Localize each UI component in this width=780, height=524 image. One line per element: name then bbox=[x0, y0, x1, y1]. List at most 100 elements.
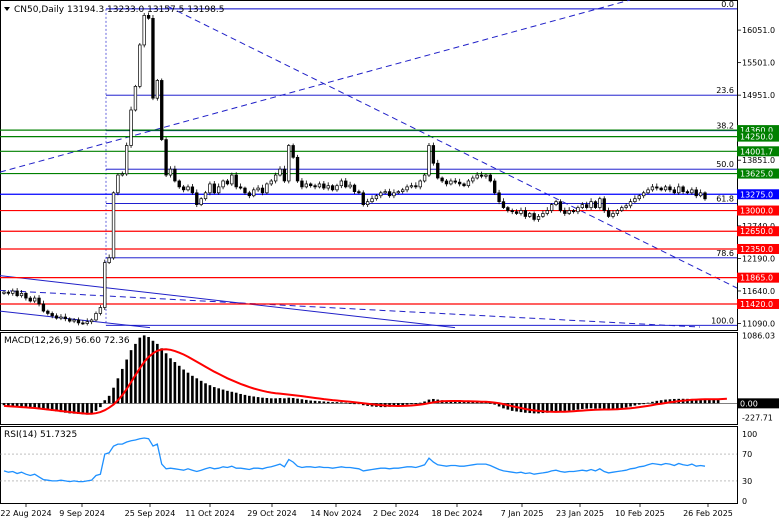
macd-histogram-bar bbox=[712, 399, 716, 404]
candle-body bbox=[41, 303, 46, 312]
candle-body bbox=[339, 180, 344, 187]
macd-histogram-bar bbox=[585, 403, 589, 409]
candle-body bbox=[125, 145, 129, 175]
level-tag-label: 14360.0 bbox=[740, 126, 773, 135]
candle-body bbox=[365, 201, 370, 205]
macd-histogram-bar bbox=[589, 403, 593, 409]
macd-histogram-bar bbox=[545, 403, 549, 413]
candle-body bbox=[357, 191, 361, 194]
macd-histogram-bar bbox=[33, 403, 36, 409]
level-tag-label: 12350.0 bbox=[740, 245, 773, 254]
candle-body bbox=[190, 186, 195, 194]
macd-histogram-bar bbox=[401, 403, 405, 406]
candle-body bbox=[567, 210, 571, 214]
candle-body bbox=[164, 139, 168, 176]
macd-histogram-bar bbox=[99, 403, 102, 408]
level-tag-bg bbox=[737, 272, 779, 283]
symbol-menu-icon[interactable] bbox=[4, 7, 10, 11]
candle-body bbox=[571, 210, 576, 213]
candle-body bbox=[624, 205, 628, 208]
candle-body bbox=[234, 174, 238, 188]
macd-signal-line bbox=[3, 348, 727, 415]
macd-histogram-bar bbox=[405, 403, 409, 405]
macd-histogram-bar bbox=[423, 401, 426, 404]
candle-body bbox=[11, 290, 15, 294]
level-tag-bg bbox=[737, 125, 779, 136]
date-tick-label: 26 Feb 2025 bbox=[683, 509, 733, 518]
macd-histogram-bar bbox=[142, 335, 146, 404]
candle-body bbox=[282, 168, 287, 182]
candle-body bbox=[344, 180, 348, 188]
candle-body bbox=[212, 183, 216, 194]
macd-histogram-bar bbox=[85, 403, 89, 415]
macd-histogram-bar bbox=[68, 403, 72, 414]
candle-body bbox=[330, 185, 335, 191]
candle-body bbox=[405, 186, 409, 191]
date-tick-label: 29 Oct 2024 bbox=[247, 509, 296, 518]
macd-histogram-bar bbox=[335, 402, 339, 404]
candle-body bbox=[655, 186, 659, 189]
candle-body bbox=[633, 198, 637, 203]
macd-histogram-bar bbox=[480, 402, 483, 404]
macd-histogram-bar bbox=[581, 403, 584, 409]
macd-histogram-bar bbox=[497, 403, 501, 407]
candle-body bbox=[488, 174, 492, 182]
candle-body bbox=[129, 109, 133, 146]
macd-histogram-bar bbox=[94, 403, 98, 411]
candle-body bbox=[641, 192, 646, 197]
macd-histogram-bar bbox=[208, 385, 212, 404]
candle-body bbox=[195, 192, 199, 205]
macd-histogram-bar bbox=[296, 398, 299, 404]
macd-histogram-bar bbox=[475, 402, 479, 404]
candle-body bbox=[457, 181, 462, 185]
rsi-tick-label: 30 bbox=[742, 477, 752, 486]
candle-body bbox=[628, 201, 633, 207]
date-tick-label: 2 Dec 2024 bbox=[373, 509, 419, 518]
macd-histogram-bar bbox=[449, 401, 453, 404]
macd-histogram-bar bbox=[563, 403, 567, 411]
candle-body bbox=[177, 180, 181, 188]
macd-histogram-bar bbox=[265, 398, 269, 404]
candle-body bbox=[243, 187, 247, 194]
macd-histogram-bar bbox=[300, 399, 304, 404]
macd-histogram-bar bbox=[234, 392, 238, 404]
level-tag-bg bbox=[737, 131, 779, 142]
candle-body bbox=[532, 213, 536, 220]
candle-body bbox=[98, 307, 103, 314]
candle-body bbox=[589, 201, 593, 208]
candle-body bbox=[558, 201, 563, 211]
date-tick-label: 23 Jan 2025 bbox=[556, 509, 604, 518]
macd-current-tag bbox=[737, 398, 779, 409]
macd-histogram-bar bbox=[611, 403, 615, 410]
candle-body bbox=[593, 201, 598, 208]
candle-body bbox=[326, 185, 330, 189]
price-tick-label: 12190.0 bbox=[742, 254, 775, 263]
macd-histogram-bar bbox=[453, 401, 457, 404]
candle-body bbox=[107, 257, 111, 263]
level-tag-label: 13000.0 bbox=[740, 207, 773, 216]
candle-body bbox=[186, 186, 190, 191]
macd-histogram-bar bbox=[484, 402, 488, 404]
candle-body bbox=[24, 292, 28, 299]
macd-histogram-bar bbox=[283, 398, 286, 404]
candle-body bbox=[15, 290, 19, 297]
candle-body bbox=[646, 189, 650, 194]
candle-body bbox=[396, 191, 400, 194]
candle-body bbox=[28, 297, 32, 302]
macd-histogram-bar bbox=[541, 403, 545, 414]
macd-histogram-bar bbox=[15, 403, 19, 407]
candle-body bbox=[602, 198, 606, 211]
candle-body bbox=[120, 173, 124, 176]
macd-histogram-bar bbox=[81, 403, 85, 415]
macd-histogram-bar bbox=[77, 403, 80, 414]
candle-body bbox=[103, 262, 107, 308]
channel-line-upper bbox=[0, 275, 456, 329]
candle-body bbox=[33, 297, 37, 302]
channel-line-lower bbox=[0, 310, 151, 329]
date-tick-label: 10 Feb 2025 bbox=[615, 509, 665, 518]
macd-histogram-bar bbox=[554, 403, 558, 412]
candle-body bbox=[637, 195, 641, 200]
macd-histogram-bar bbox=[532, 403, 536, 414]
